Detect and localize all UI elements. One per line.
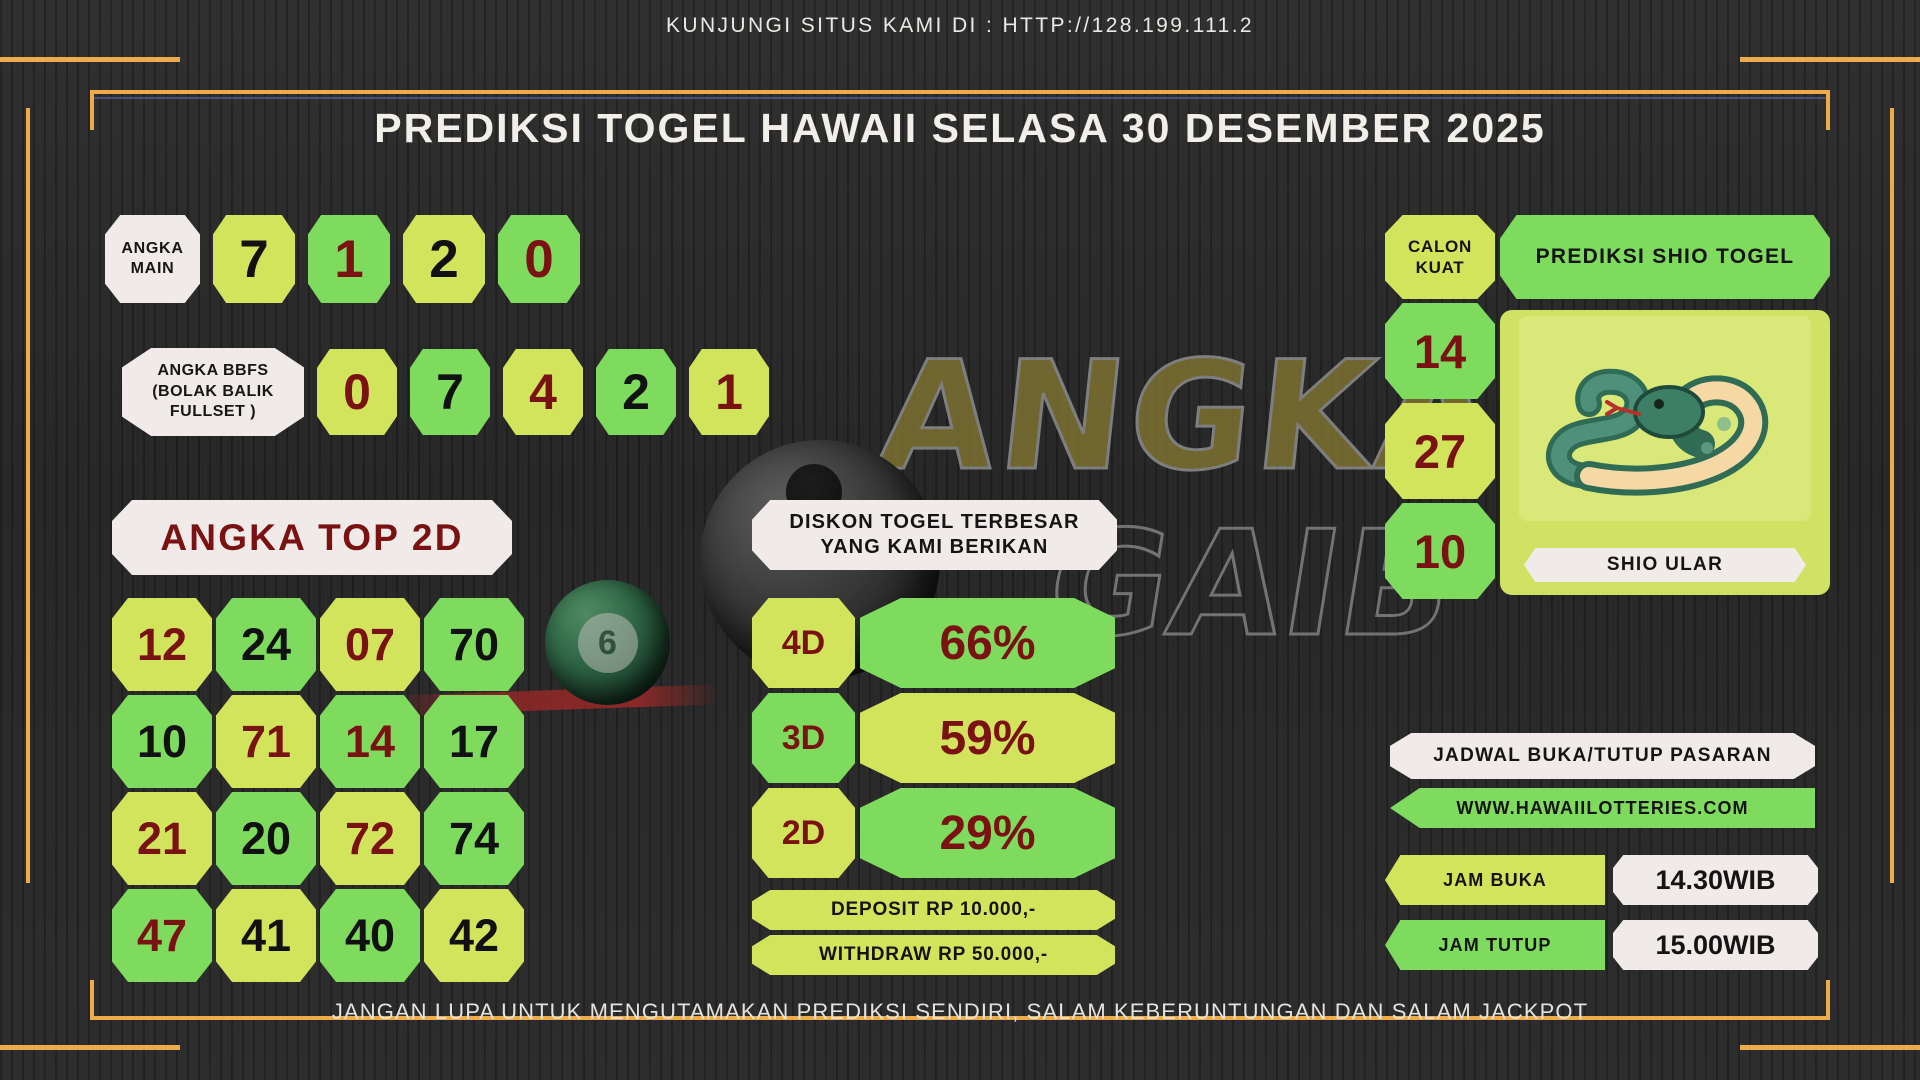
angka-top-2d-cell-5: 71 bbox=[216, 695, 316, 788]
shio-card bbox=[1500, 310, 1830, 595]
footer-note: JANGAN LUPA UNTUK MENGUTAMAKAN PREDIKSI … bbox=[331, 999, 1589, 1024]
diskon-row-2d: 2D 29% bbox=[752, 788, 1115, 878]
billiard-ball-number-text: 6 bbox=[577, 612, 638, 673]
angka-main-digit-1: 1 bbox=[308, 215, 390, 303]
angka-top-2d-banner: ANGKA TOP 2D bbox=[112, 500, 512, 575]
angka-top-2d-grid: 12 24 07 70 10 71 14 17 21 20 72 74 47 41 40 42 bbox=[112, 598, 524, 982]
angka-top-2d-cell-2: 07 bbox=[320, 598, 420, 691]
diskon-notes: DEPOSIT RP 10.000,- WITHDRAW RP 50.000,- bbox=[752, 890, 1115, 975]
diskon-banner-line1: DISKON TOGEL TERBESAR bbox=[789, 511, 1080, 533]
diskon-note-0: DEPOSIT RP 10.000,- bbox=[752, 890, 1115, 930]
diskon-banner-line2: YANG KAMI BERIKAN bbox=[820, 536, 1049, 558]
diskon-value-2d: 29% bbox=[860, 788, 1115, 878]
angka-top-2d-cell-6: 14 bbox=[320, 695, 420, 788]
billiard-ball-number: 6 bbox=[545, 580, 670, 705]
jam-buka-label: JAM BUKA bbox=[1385, 855, 1605, 905]
angka-main-digit-0: 7 bbox=[213, 215, 295, 303]
angka-main-digit-2: 2 bbox=[403, 215, 485, 303]
angka-top-2d-cell-8: 21 bbox=[112, 792, 212, 885]
jadwal-buka-row: JAM BUKA 14.30WIB bbox=[1385, 855, 1818, 905]
angka-top-2d-cell-13: 41 bbox=[216, 889, 316, 982]
diskon-row-4d: 4D 66% bbox=[752, 598, 1115, 688]
angka-top-2d-cell-11: 74 bbox=[424, 792, 524, 885]
diskon-value-4d: 66% bbox=[860, 598, 1115, 688]
angka-main-digit-3: 0 bbox=[498, 215, 580, 303]
site-url-text: KUNJUNGI SITUS KAMI DI : HTTP://128.199.… bbox=[665, 14, 1255, 37]
angka-top-2d-cell-15: 42 bbox=[424, 889, 524, 982]
jadwal-website[interactable]: WWW.HAWAIILOTTERIES.COM bbox=[1390, 788, 1815, 828]
jadwal-title: JADWAL BUKA/TUTUP PASARAN bbox=[1390, 733, 1815, 779]
jam-tutup-label: JAM TUTUP bbox=[1385, 920, 1605, 970]
diskon-label-4d: 4D bbox=[752, 598, 855, 688]
diskon-banner: DISKON TOGEL TERBESAR YANG KAMI BERIKAN bbox=[752, 500, 1117, 570]
angka-top-2d-cell-12: 47 bbox=[112, 889, 212, 982]
jam-buka-time: 14.30WIB bbox=[1613, 855, 1818, 905]
frame-line-top-left bbox=[0, 57, 180, 62]
calon-kuat-number-0: 14 bbox=[1385, 303, 1495, 399]
frame-line-right bbox=[1890, 108, 1894, 883]
diskon-label-2d: 2D bbox=[752, 788, 855, 878]
diskon-rows: 4D 66% 3D 59% 2D 29% bbox=[752, 598, 1115, 878]
angka-bbfs-digit-1: 7 bbox=[410, 349, 490, 435]
angka-top-2d-cell-4: 10 bbox=[112, 695, 212, 788]
angka-bbfs-digit-2: 4 bbox=[503, 349, 583, 435]
frame-line-inner-top bbox=[90, 90, 1830, 94]
calon-kuat-number-1: 27 bbox=[1385, 403, 1495, 499]
calon-kuat-section: CALON KUAT 14 27 10 bbox=[1385, 215, 1495, 599]
frame-line-left bbox=[26, 108, 30, 883]
diskon-note-1: WITHDRAW RP 50.000,- bbox=[752, 935, 1115, 975]
angka-top-2d-cell-1: 24 bbox=[216, 598, 316, 691]
billiard-ball-small-decoration bbox=[545, 580, 670, 705]
frame-line-bottom-left bbox=[0, 1045, 180, 1050]
page-title: PREDIKSI TOGEL HAWAII SELASA 30 DESEMBER… bbox=[374, 105, 1546, 151]
calon-kuat-number-2: 10 bbox=[1385, 503, 1495, 599]
angka-top-2d-cell-0: 12 bbox=[112, 598, 212, 691]
frame-line-bottom-right bbox=[1740, 1045, 1920, 1050]
angka-bbfs-digit-4: 1 bbox=[689, 349, 769, 435]
angka-top-2d-cell-9: 20 bbox=[216, 792, 316, 885]
shio-name: SHIO ULAR bbox=[1524, 548, 1806, 582]
jadwal-tutup-row: JAM TUTUP 15.00WIB bbox=[1385, 920, 1818, 970]
angka-bbfs-label: ANGKA BBFS (BOLAK BALIK FULLSET ) bbox=[122, 348, 304, 436]
shio-banner: PREDIKSI SHIO TOGEL bbox=[1500, 215, 1830, 299]
calon-kuat-numbers: 14 27 10 bbox=[1385, 303, 1495, 599]
angka-top-2d-cell-3: 70 bbox=[424, 598, 524, 691]
diskon-row-3d: 3D 59% bbox=[752, 693, 1115, 783]
angka-top-2d-cell-14: 40 bbox=[320, 889, 420, 982]
jam-tutup-time: 15.00WIB bbox=[1613, 920, 1818, 970]
calon-kuat-label: CALON KUAT bbox=[1385, 215, 1495, 299]
diskon-label-3d: 3D bbox=[752, 693, 855, 783]
diskon-value-3d: 59% bbox=[860, 693, 1115, 783]
angka-top-2d-cell-7: 17 bbox=[424, 695, 524, 788]
angka-main-label: ANGKA MAIN bbox=[105, 215, 200, 303]
frame-accent-line-blue bbox=[90, 97, 1830, 99]
angka-bbfs-digit-0: 0 bbox=[317, 349, 397, 435]
frame-line-top-right bbox=[1740, 57, 1920, 62]
angka-bbfs-digit-3: 2 bbox=[596, 349, 676, 435]
snake-illustration-icon bbox=[1519, 316, 1811, 521]
angka-top-2d-cell-10: 72 bbox=[320, 792, 420, 885]
